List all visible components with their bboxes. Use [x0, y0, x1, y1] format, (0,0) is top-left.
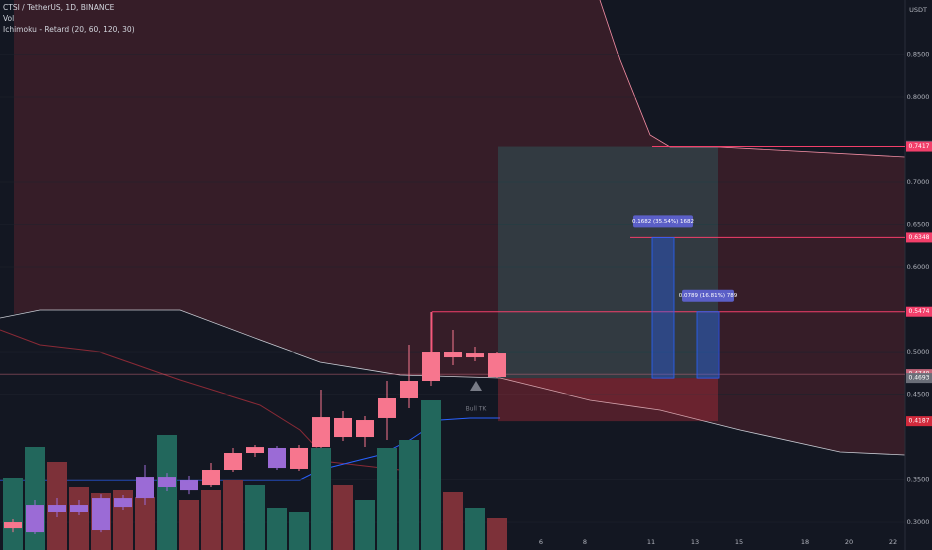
volume-bar [421, 400, 441, 550]
measure-range [651, 237, 675, 379]
volume-bar [355, 500, 375, 550]
candle-body [378, 398, 396, 418]
candle-body [136, 477, 154, 499]
y-tick-label: 0.6500 [907, 221, 930, 229]
candle-body [202, 470, 220, 486]
candle-body [466, 353, 484, 358]
price-label-bg [906, 416, 932, 427]
y-tick-label: 0.3500 [907, 476, 930, 484]
candle-body [488, 353, 506, 378]
volume-bar [245, 485, 265, 550]
candle-body [224, 453, 242, 471]
price-label: 0.6348 [909, 234, 930, 241]
x-tick-label: 15 [735, 538, 743, 546]
measure-tag: 0.1682 (35.54%) 1682 [632, 219, 694, 225]
candle-body [334, 417, 352, 438]
y-tick-label: 0.7000 [907, 178, 930, 186]
volume-bar [465, 508, 485, 550]
candle-body [312, 417, 330, 448]
volume-bar [25, 447, 45, 550]
price-label: 0.7417 [909, 143, 930, 150]
candle-body [356, 420, 374, 438]
price-label-bg [906, 232, 932, 243]
candle-body [4, 522, 22, 529]
symbol-title: CTSI / TetherUS, 1D, BINANCE [3, 3, 115, 12]
y-tick-label: 0.5000 [907, 348, 930, 356]
x-tick-label: 6 [539, 538, 543, 546]
signal-label: Bull TK [466, 406, 488, 413]
y-tick-label: 0.4500 [907, 391, 930, 399]
candle-body [290, 447, 308, 469]
volume-bar [487, 518, 507, 550]
price-label: 0.4187 [909, 418, 930, 425]
candle-body [444, 352, 462, 358]
span-line-upper [599, 0, 906, 158]
measure-tag: 0.0789 (16.81%) 789 [679, 293, 738, 299]
volume-bar [179, 500, 199, 550]
candle-body [70, 505, 88, 513]
candle-body [48, 505, 66, 513]
volume-bar [399, 440, 419, 550]
measure-range [696, 311, 720, 379]
candle-body [422, 352, 440, 382]
volume-bar [3, 478, 23, 550]
candle-body [114, 498, 132, 508]
volume-bar [69, 487, 89, 550]
x-tick-label: 18 [801, 538, 809, 546]
x-tick-label: 11 [647, 538, 655, 546]
volume-bar [157, 435, 177, 550]
x-tick-label: 13 [691, 538, 699, 546]
candle-body [268, 447, 286, 469]
volume-bar [333, 485, 353, 550]
y-tick-label: 0.8500 [907, 50, 930, 58]
stop-zone [498, 378, 718, 422]
x-tick-label: 22 [889, 538, 897, 546]
volume-bar [267, 508, 287, 550]
volume-bar [377, 448, 397, 550]
indicator-label: Ichimoku - Retard (20, 60, 120, 30) [3, 25, 135, 34]
volume-bar [135, 497, 155, 550]
price-label-bg [906, 141, 932, 152]
vol-label: Vol [3, 14, 14, 23]
price-label-bg [906, 306, 932, 317]
candle-body [246, 447, 264, 454]
volume-bar [289, 512, 309, 550]
price-label-bg [906, 373, 932, 384]
x-tick-label: 8 [583, 538, 587, 546]
signal-marker [470, 381, 482, 391]
candle-body [158, 477, 176, 488]
candle-body [92, 498, 110, 531]
candle-body [26, 505, 44, 533]
candle-body [180, 480, 198, 491]
x-tick-label: 20 [845, 538, 853, 546]
y-tick-label: 0.8000 [907, 93, 930, 101]
candle-body [400, 381, 418, 399]
measure-tag-bg [633, 215, 693, 228]
y-tick-label: 0.6000 [907, 263, 930, 271]
volume-bar [311, 448, 331, 550]
price-label: 0.4693 [909, 375, 930, 382]
currency: USDT [909, 6, 927, 14]
volume-bar [443, 492, 463, 550]
measure-tag-bg [682, 289, 734, 302]
volume-bar [223, 480, 243, 550]
target-zone [498, 146, 718, 379]
price-label: 0.5474 [909, 308, 930, 315]
volume-bar [201, 490, 221, 550]
cloud [14, 0, 905, 455]
span-line [0, 309, 906, 456]
y-tick-label: 0.3000 [907, 518, 930, 526]
